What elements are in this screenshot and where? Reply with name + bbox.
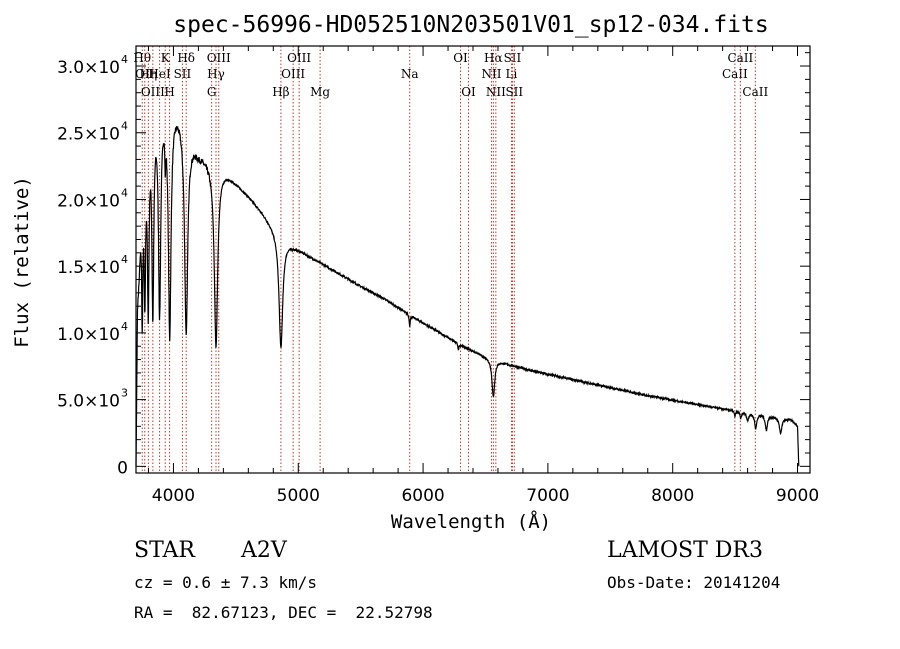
y-tick-label: 0 — [117, 458, 128, 478]
line-label: G — [207, 85, 217, 99]
line-label: OI — [453, 51, 468, 65]
y-tick-label: 5.0×10 — [57, 392, 120, 412]
y-tick-label: 2.0×10 — [57, 191, 120, 211]
line-label: Li — [506, 67, 518, 81]
line-label: Na — [401, 67, 419, 81]
line-label: OII — [135, 67, 155, 81]
x-tick-label: 7000 — [526, 486, 569, 506]
x-tick-label: 9000 — [776, 486, 819, 506]
line-label: OIII — [281, 67, 305, 81]
x-tick-label: 5000 — [277, 486, 320, 506]
observation-date: Obs-Date: 20141204 — [607, 573, 781, 592]
line-label: Hα — [484, 51, 503, 65]
chart-title: spec-56996-HD052510N203501V01_sp12-034.f… — [173, 12, 768, 38]
x-axis-label: Wavelength (Å) — [391, 510, 551, 533]
line-label: SII — [504, 51, 522, 65]
y-tick-exponent: 3 — [121, 387, 128, 400]
line-label: OIII — [207, 51, 231, 65]
line-label: OI — [461, 85, 476, 99]
object-type: STAR — [134, 538, 195, 563]
line-label: Hβ — [272, 85, 289, 99]
line-label: SII — [505, 85, 523, 99]
line-label: HeI — [148, 67, 171, 81]
line-label: Hδ — [177, 51, 195, 65]
spectral-line-markers: HθOIIHηOIIIHeIKHSIIHδGHγOIIIHβOIIIOIIIMg… — [133, 46, 768, 473]
line-label: SII — [174, 67, 192, 81]
coordinates: RA = 82.67123, DEC = 22.52798 — [134, 603, 433, 622]
y-axis-label: Flux (relative) — [11, 176, 33, 348]
line-label: CaII — [742, 85, 768, 99]
y-tick-exponent: 4 — [121, 253, 128, 266]
y-tick-exponent: 4 — [121, 186, 128, 199]
x-tick-label: 8000 — [651, 486, 694, 506]
line-label: Hγ — [207, 67, 225, 81]
plot-frame — [135, 45, 811, 474]
redshift-cz: cz = 0.6 ± 7.3 km/s — [134, 573, 318, 592]
spectrum-curve — [135, 125, 800, 467]
y-tick-exponent: 4 — [121, 53, 128, 66]
x-tick-label: 4000 — [152, 486, 195, 506]
line-label: CaII — [722, 67, 748, 81]
line-label: H — [164, 85, 174, 99]
line-label: OIII — [287, 51, 311, 65]
line-label: K — [161, 51, 171, 65]
y-tick-label: 2.5×10 — [57, 125, 120, 145]
y-tick-label: 1.5×10 — [57, 258, 120, 278]
y-tick-label: 3.0×10 — [57, 58, 120, 78]
object-subclass: A2V — [241, 538, 287, 563]
line-label: CaII — [727, 51, 753, 65]
line-label: NII — [481, 67, 501, 81]
line-label: OIII — [141, 85, 165, 99]
line-label: Mg — [310, 85, 330, 99]
line-label: NII — [486, 85, 506, 99]
line-label: Hθ — [133, 51, 151, 65]
y-tick-exponent: 4 — [121, 120, 128, 133]
x-tick-label: 6000 — [401, 486, 444, 506]
y-tick-label: 1.0×10 — [57, 325, 120, 345]
y-tick-exponent: 4 — [121, 320, 128, 333]
survey-name: LAMOST DR3 — [607, 538, 763, 563]
